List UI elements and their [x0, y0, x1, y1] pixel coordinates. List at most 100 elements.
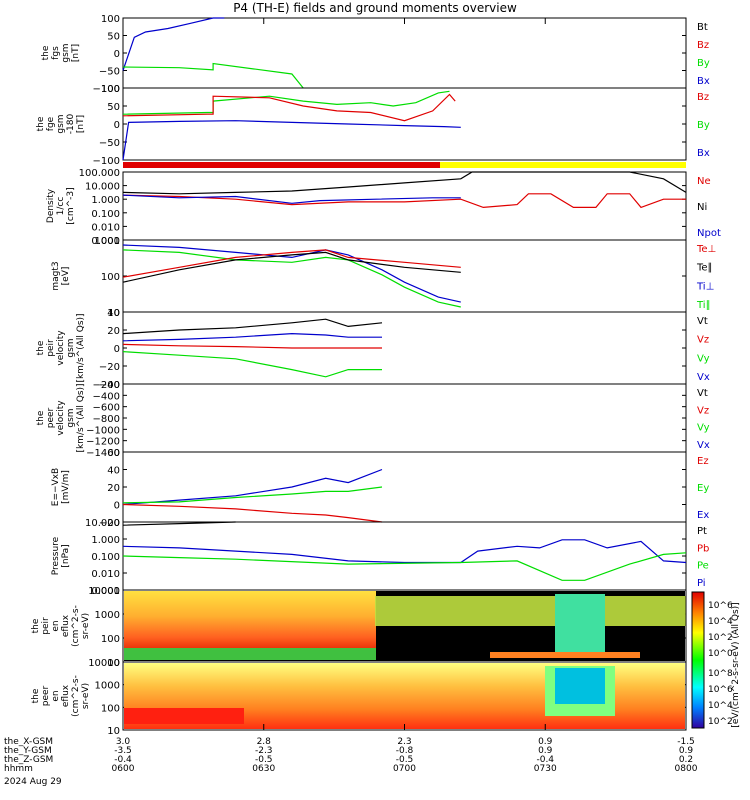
peer-lowenergy-hot: [124, 708, 244, 724]
efield-ytick-label: 60: [107, 448, 120, 459]
efield-ylabel: E=−VxB[mV/m]: [51, 468, 71, 506]
density-series-Ni: [122, 171, 687, 195]
peer_vel-ytick-label: −600: [93, 403, 120, 414]
peer_vel-legend-0: Vt: [697, 388, 708, 399]
fge-ylabel-line: -180: [66, 114, 76, 135]
colorbar-tick-top: 10^0: [708, 649, 733, 659]
peir_vel-ytick-label: 40: [107, 308, 120, 319]
peer_spec-ylabel-line: eflux: [61, 684, 71, 707]
xaxis-value: 0.9: [538, 737, 553, 747]
efield-series-Ex: [122, 468, 383, 506]
peir_vel-series-Vx: [122, 332, 382, 342]
xaxis-row-label: the_Z-GSM: [4, 755, 53, 765]
fge-ylabel-line: the: [36, 116, 46, 131]
xaxis-value: -2.3: [255, 746, 273, 756]
peer_vel-ytick-label: −400: [93, 391, 120, 402]
peir_vel-ylabel-line: gsm: [66, 338, 76, 357]
temp-ylabel-line: [eV]: [61, 267, 71, 286]
fgs-ytick-label: 50: [107, 32, 120, 43]
fgs-ylabel-line: fgs: [51, 46, 61, 60]
fge-legend-2: Bx: [697, 148, 710, 159]
peir-bottom-strip: [490, 652, 640, 658]
pressure-legend-2: Pe: [697, 561, 709, 572]
peer_vel-legend-3: Vx: [697, 440, 710, 451]
chart-title: P4 (TH-E) fields and ground moments over…: [233, 1, 517, 15]
fge-series-Bx: [122, 120, 461, 161]
peir_vel-ylabel-line: [km/s^(All Qs)]: [76, 313, 86, 382]
density-ylabel-line: Density: [46, 188, 56, 223]
peir_vel-ylabel-line: velocity: [56, 330, 66, 366]
efield-legend-2: Ex: [697, 510, 709, 521]
temp-ytick-label: 100: [101, 272, 120, 283]
xaxis-value: 0630: [252, 764, 275, 774]
peir_spec-ylabel-line: (cm^2-s-: [71, 605, 81, 647]
peer_spec-ytick-label: 10000: [88, 658, 120, 669]
colorbar-tick-bottom: 10^6: [708, 685, 733, 695]
pressure-legend-3: Pi: [697, 578, 706, 589]
fgs-ylabel-line: [nT]: [71, 44, 81, 62]
colorbar-tick-top: 10^2: [708, 633, 733, 643]
peir-band-late: [375, 596, 686, 626]
fgs-frame: [122, 17, 687, 89]
xaxis-value: -0.5: [396, 755, 414, 765]
fge-ylabel-line: gsm: [56, 114, 66, 133]
fgs-ytick-label: 100: [101, 14, 120, 25]
peir_spec-ylabel-line: sr-eV): [81, 613, 91, 639]
peir_spec-ylabel: thepeireneflux(cm^2-s-sr-eV): [31, 605, 91, 647]
fge-legend-1: By: [697, 120, 710, 131]
efield-ylabel-line: E=−VxB: [51, 468, 61, 506]
peir_vel-ytick-label: 0: [114, 344, 120, 355]
density-frame: [122, 171, 687, 241]
colorbar-label: [eV/(cm^2-s-sr-eV) (All Qs)]: [731, 602, 741, 727]
efield-ylabel-line: [mV/m]: [61, 470, 71, 504]
peir_vel-legend-0: Vt: [697, 316, 708, 327]
colorbar-tick-bottom: 10^2: [708, 717, 733, 727]
temp-series-Te⊥: [122, 249, 461, 278]
fgs-ylabel-line: gsm: [61, 43, 71, 62]
density-ytick-label: 0.010: [91, 222, 120, 233]
peer_spec-ylabel: thepeereneflux(cm^2-s-sr-eV): [31, 675, 91, 717]
colorbar-tick-top: 10^6: [708, 601, 733, 611]
peir_vel-ylabel: thepeirvelocitygsm[km/s^(All Qs)]: [36, 313, 86, 382]
density-legend-1: Ni: [697, 202, 707, 213]
pressure-ytick-label: 0.010: [91, 569, 120, 580]
pressure-series-Pt: [122, 521, 236, 526]
density-ytick-label: 0.100: [91, 209, 120, 220]
temp-series-Ti∥: [122, 249, 461, 308]
peir-burst: [555, 594, 605, 652]
fgs-legend-3: Bx: [697, 76, 710, 87]
efield-ytick-label: 40: [107, 466, 120, 477]
peir_vel-legend-1: Vz: [697, 335, 709, 346]
fge-frame: [122, 87, 687, 161]
peir-band-early: [124, 591, 376, 653]
xaxis-value: 2.3: [397, 737, 411, 747]
fgs-series-By: [122, 62, 304, 89]
temp-ylabel: magt3[eV]: [51, 261, 71, 290]
peer_spec-ytick-label: 10: [107, 726, 120, 737]
pressure-ytick-label: 0.100: [91, 552, 120, 563]
peir_spec-ytick-label: 10000: [88, 586, 120, 597]
peir_vel-ytick-label: −40: [99, 380, 120, 391]
xaxis-value: -0.4: [114, 755, 132, 765]
temp-ylabel-line: magt3: [51, 261, 61, 290]
density-legend-2: Npot: [697, 228, 721, 239]
peer_vel-frame: [122, 383, 687, 453]
fge-ytick-label: 0: [114, 120, 120, 131]
peir_vel-ylabel-line: peir: [46, 339, 56, 357]
efield-legend-0: Ez: [697, 456, 709, 467]
peer_vel-ylabel-line: gsm: [66, 408, 76, 427]
efield-ytick-label: 0: [114, 501, 120, 512]
fgs-ytick-label: −50: [99, 67, 120, 78]
fgs-ytick-label: −100: [93, 84, 120, 95]
peir_spec-ylabel-line: en: [51, 620, 61, 631]
pressure-legend-0: Pt: [697, 526, 707, 537]
pressure-ylabel-line: Pressure: [51, 536, 61, 575]
fge-ylabel: thefgegsm-180[nT]: [36, 114, 86, 135]
fge-ytick-label: −100: [93, 156, 120, 167]
colorbar-tick-bottom: 10^4: [708, 701, 733, 711]
temp-legend-2: Ti⊥: [696, 281, 714, 292]
peer_vel-ytick-label: −200: [93, 380, 120, 391]
pressure-ytick-label: 1.000: [91, 535, 120, 546]
temp-frame: [122, 239, 687, 313]
xaxis-value: -0.8: [396, 746, 414, 756]
